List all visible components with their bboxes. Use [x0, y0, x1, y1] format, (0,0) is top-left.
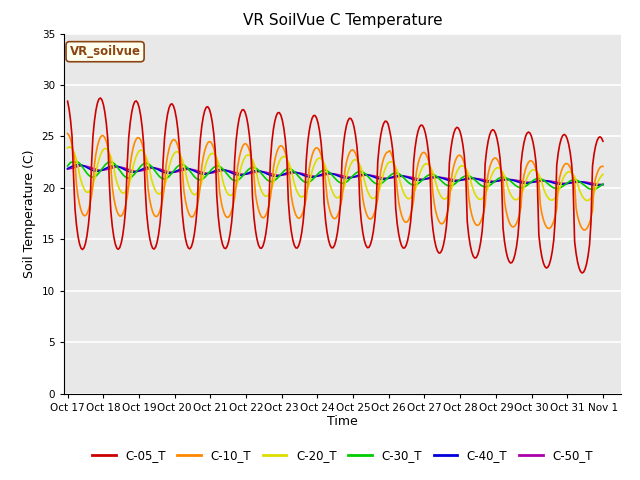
- C-10_T: [64, 131, 72, 136]
- C-50_T: [252, 169, 259, 175]
- C-20_T: [65, 144, 73, 150]
- Line: C-20_T: C-20_T: [68, 147, 603, 201]
- C-50_T: [300, 171, 307, 177]
- C-30_T: [64, 163, 72, 169]
- C-10_T: [250, 173, 258, 179]
- C-40_T: [131, 169, 138, 175]
- C-10_T: [223, 215, 231, 220]
- Legend: C-05_T, C-10_T, C-20_T, C-30_T, C-40_T, C-50_T: C-05_T, C-10_T, C-20_T, C-30_T, C-40_T, …: [87, 444, 598, 467]
- C-20_T: [252, 166, 259, 171]
- Line: C-30_T: C-30_T: [68, 162, 603, 190]
- C-05_T: [252, 228, 259, 233]
- C-30_T: [571, 177, 579, 183]
- C-20_T: [131, 158, 138, 164]
- C-30_T: [225, 173, 232, 179]
- C-20_T: [599, 171, 607, 177]
- C-10_T: [581, 227, 589, 233]
- Line: C-05_T: C-05_T: [68, 98, 603, 273]
- C-40_T: [74, 162, 82, 168]
- C-10_T: [570, 174, 577, 180]
- C-05_T: [97, 95, 104, 101]
- C-05_T: [243, 114, 250, 120]
- C-40_T: [593, 182, 601, 188]
- Line: C-40_T: C-40_T: [68, 165, 603, 185]
- C-10_T: [599, 164, 607, 169]
- C-05_T: [571, 239, 579, 244]
- C-40_T: [243, 171, 250, 177]
- C-40_T: [571, 179, 579, 185]
- C-10_T: [129, 145, 137, 151]
- C-20_T: [300, 193, 307, 199]
- C-10_T: [298, 213, 305, 218]
- Line: C-50_T: C-50_T: [68, 166, 603, 184]
- C-05_T: [131, 99, 138, 105]
- C-50_T: [225, 168, 232, 174]
- C-10_T: [241, 141, 249, 146]
- C-05_T: [578, 270, 586, 276]
- C-20_T: [243, 153, 250, 158]
- C-50_T: [598, 181, 605, 187]
- C-20_T: [571, 174, 579, 180]
- C-05_T: [300, 218, 307, 224]
- C-40_T: [599, 182, 607, 188]
- C-30_T: [243, 168, 250, 174]
- C-40_T: [225, 168, 232, 174]
- C-05_T: [599, 138, 607, 144]
- C-20_T: [582, 198, 590, 204]
- C-40_T: [300, 172, 307, 178]
- C-30_T: [252, 165, 259, 171]
- C-50_T: [571, 180, 579, 185]
- C-40_T: [64, 166, 72, 171]
- C-50_T: [243, 171, 250, 177]
- C-30_T: [131, 171, 138, 177]
- C-50_T: [79, 163, 86, 168]
- C-05_T: [64, 98, 72, 104]
- C-20_T: [225, 192, 232, 198]
- C-30_T: [300, 178, 307, 184]
- C-20_T: [64, 145, 72, 151]
- Line: C-10_T: C-10_T: [68, 133, 603, 230]
- Text: VR_soilvue: VR_soilvue: [70, 45, 141, 58]
- C-30_T: [599, 181, 607, 187]
- Y-axis label: Soil Temperature (C): Soil Temperature (C): [23, 149, 36, 278]
- C-50_T: [131, 168, 138, 174]
- C-30_T: [589, 187, 596, 192]
- C-50_T: [64, 166, 72, 172]
- Title: VR SoilVue C Temperature: VR SoilVue C Temperature: [243, 13, 442, 28]
- C-05_T: [225, 239, 232, 244]
- C-50_T: [599, 181, 607, 187]
- X-axis label: Time: Time: [327, 415, 358, 429]
- C-40_T: [252, 168, 259, 174]
- C-30_T: [68, 159, 76, 165]
